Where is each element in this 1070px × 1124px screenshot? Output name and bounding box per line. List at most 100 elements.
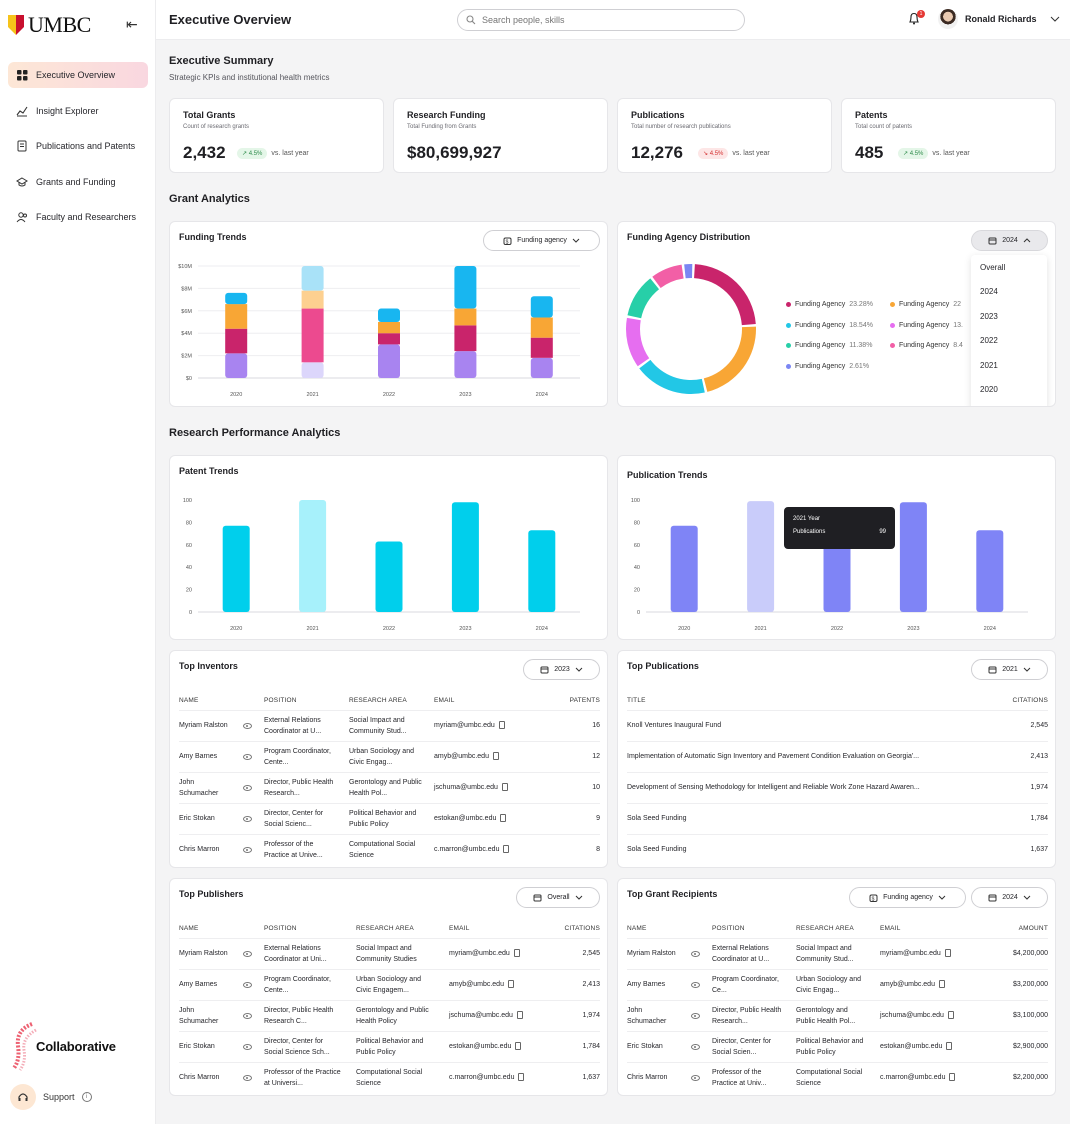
column-header[interactable]: CITATIONS [564,925,600,933]
copy-icon[interactable] [498,721,505,730]
eye-icon[interactable] [691,950,700,957]
funding-bar-segment[interactable] [378,308,400,322]
sidebar-item-grants-funding[interactable]: Grants and Funding [8,169,148,195]
table-row[interactable]: Eric Stokan Director, Center for Social S… [179,1030,600,1062]
year-menu-option[interactable]: 2023 [980,311,998,321]
column-header[interactable]: POSITION [712,925,745,933]
funding-bar-segment[interactable] [530,296,553,318]
funding-bar-segment[interactable] [378,333,400,345]
eye-icon[interactable] [243,1012,252,1019]
person-email[interactable]: myriam@umbc.edu [434,722,495,729]
person-email[interactable]: jschuma@umbc.edu [880,1012,944,1019]
copy-icon[interactable] [492,752,499,761]
bar[interactable] [375,541,403,612]
publication-title[interactable]: Knoll Ventures Inaugural Fund [627,722,722,729]
publishers-period-dropdown[interactable]: Overall [516,887,600,908]
column-header[interactable]: EMAIL [880,925,901,933]
table-row[interactable]: Sola Seed Funding 1,637 [627,833,1048,865]
funding-bar-segment[interactable] [454,308,477,326]
table-row[interactable]: Amy Barnes Program Coordinator, Cente... U… [179,968,600,1000]
user-menu[interactable]: Ronald Richards [938,9,1060,29]
eye-icon[interactable] [691,981,700,988]
table-row[interactable]: Myriam Ralston External Relations Coordin… [627,937,1048,969]
sidebar-item-faculty-researchers[interactable]: Faculty and Researchers [8,204,148,230]
recipients-agency-dropdown[interactable]: $ Funding agency [849,887,966,908]
copy-icon[interactable] [507,980,514,989]
eye-icon[interactable] [243,815,252,822]
column-header[interactable]: CITATIONS [1012,697,1048,705]
person-email[interactable]: estokan@umbc.edu [449,1043,512,1050]
person-email[interactable]: myriam@umbc.edu [880,950,941,957]
copy-icon[interactable] [947,1011,954,1020]
bar[interactable] [899,502,927,612]
table-row[interactable]: Myriam Ralston External Relations Coordin… [179,709,600,741]
person-email[interactable]: c.marron@umbc.edu [449,1074,515,1082]
donut-slice[interactable] [627,278,660,319]
year-menu-option[interactable]: 2022 [980,336,998,346]
person-email[interactable]: amyb@umbc.edu [434,753,489,760]
sidebar-item-publications-patents[interactable]: Publications and Patents [8,133,148,159]
person-email[interactable]: c.marron@umbc.edu [880,1074,946,1082]
eye-icon[interactable] [691,1012,700,1019]
publication-title[interactable]: Development of Sensing Methodology for I… [627,784,920,791]
table-row[interactable]: John Schumacher Director, Public Health R… [179,771,600,803]
column-header[interactable]: TITLE [627,697,646,705]
donut-slice[interactable] [652,264,684,289]
table-row[interactable]: Amy Barnes Program Coordinator, Cente... U… [179,740,600,772]
copy-icon[interactable] [944,949,951,958]
eye-icon[interactable] [243,1074,252,1081]
person-email[interactable]: estokan@umbc.edu [434,815,497,822]
column-header[interactable]: EMAIL [434,697,455,705]
column-header[interactable]: EMAIL [449,925,470,933]
eye-icon[interactable] [243,1043,252,1050]
table-row[interactable]: Chris Marron Professor of the Practice at… [179,833,600,865]
copy-icon[interactable] [513,949,520,958]
column-header[interactable]: RESEARCH AREA [356,925,414,933]
funding-bar-segment[interactable] [454,351,477,378]
recipients-year-dropdown[interactable]: 2024 [971,887,1048,908]
publications-year-dropdown[interactable]: 2021 [971,659,1048,680]
funding-bar-segment[interactable] [530,357,553,378]
copy-icon[interactable] [949,1073,956,1082]
copy-icon[interactable] [500,814,507,823]
funding-bar-segment[interactable] [301,266,324,291]
funding-bar-segment[interactable] [454,325,477,352]
copy-icon[interactable] [515,1042,522,1051]
column-header[interactable]: AMOUNT [1018,925,1048,933]
search-box[interactable] [457,9,745,31]
umbc-logo[interactable]: UMBC [8,12,91,38]
donut-slice[interactable] [694,264,756,326]
funding-bar-segment[interactable] [301,308,324,363]
column-header[interactable]: NAME [179,697,199,705]
bar[interactable] [823,541,851,612]
copy-icon[interactable] [501,783,508,792]
table-row[interactable]: Chris Marron Professor of the Practice at… [179,1061,600,1093]
person-email[interactable]: estokan@umbc.edu [880,1043,943,1050]
notifications-button[interactable]: 1 [908,10,925,30]
table-row[interactable]: Chris Marron Professor of the Practice at… [627,1061,1048,1093]
sidebar-item-executive-overview[interactable]: Executive Overview [8,62,148,88]
inventors-year-dropdown[interactable]: 2023 [523,659,600,680]
funding-bar-segment[interactable] [301,362,324,378]
publication-title[interactable]: Implementation of Automatic Sign Invento… [627,753,920,760]
info-icon[interactable]: i [81,1092,92,1102]
column-header[interactable]: NAME [179,925,199,933]
person-email[interactable]: amyb@umbc.edu [880,981,935,988]
copy-icon[interactable] [516,1011,523,1020]
bar[interactable] [976,530,1004,612]
bar[interactable] [222,525,250,612]
table-row[interactable]: Amy Barnes Program Coordinator, Ce... Urba… [627,968,1048,1000]
eye-icon[interactable] [691,1043,700,1050]
donut-slice[interactable] [626,317,650,367]
publication-title[interactable]: Sola Seed Funding [627,815,687,822]
bar[interactable] [528,530,556,612]
donut-slice[interactable] [639,359,705,394]
funding-bar-segment[interactable] [225,328,248,354]
eye-icon[interactable] [691,1074,700,1081]
donut-slice[interactable] [684,264,693,279]
eye-icon[interactable] [243,950,252,957]
person-email[interactable]: jschuma@umbc.edu [434,784,498,791]
eye-icon[interactable] [243,846,252,853]
year-dropdown[interactable]: 2024 [971,230,1048,251]
search-input[interactable] [482,15,722,25]
